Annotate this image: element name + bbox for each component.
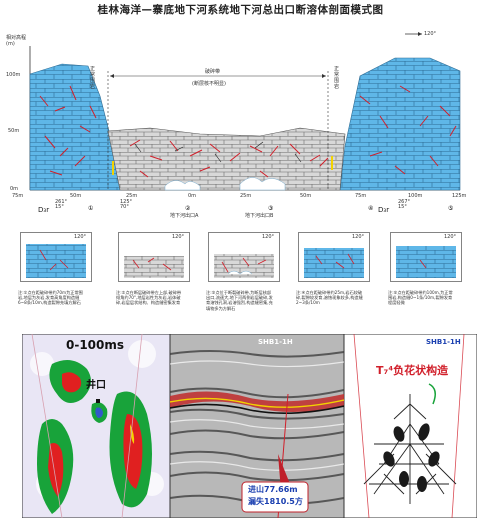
stratum-right: D₃r xyxy=(378,206,390,214)
river-outlet-b xyxy=(239,177,286,191)
marker-left xyxy=(112,161,114,175)
seismic-section-panel xyxy=(170,334,344,518)
main-cross-section xyxy=(29,32,461,191)
y-tick-0: 0m xyxy=(10,186,19,192)
circle-2: ② xyxy=(185,205,191,212)
x-tick: 100m xyxy=(408,193,423,199)
attribute-map-panel xyxy=(22,334,170,518)
x-tick: 25m xyxy=(126,193,138,199)
annotation-line2: 漏失1810.5方 xyxy=(248,497,303,506)
detail-panel-3 xyxy=(208,232,280,282)
y-tick-50: 50m xyxy=(8,128,20,134)
circle-5: ⑤ xyxy=(448,205,454,212)
detail-panel-1 xyxy=(20,232,92,282)
y-axis-title: 相对高程 (m) xyxy=(6,35,27,47)
right-rock-block xyxy=(339,57,461,191)
panel-3-angle: 120° xyxy=(262,234,275,240)
y-tick-100: 100m xyxy=(6,72,21,78)
panel-3-note: 注:③点位于断裂破碎带,为断层核部出口,流速大,地下河两侧岩层破碎,发育溶蚀孔洞… xyxy=(206,290,273,311)
x-tick: 50m xyxy=(70,193,82,199)
anomaly-blobs xyxy=(37,360,152,514)
direction-label: 120° xyxy=(424,31,437,37)
dip-left: 261° 15° xyxy=(55,199,68,210)
center-label: 破碎带 xyxy=(205,69,221,75)
dip-mid: 125° 70° xyxy=(120,199,133,210)
fracture-zone xyxy=(107,127,346,191)
small-panels-row: 120° 注:①点在距破碎带约70m为正常围岩,地层为灰岩,发育高角度构造缝6~… xyxy=(0,232,481,332)
outlet-b-label: 地下河出口B xyxy=(245,213,274,219)
panel-1-angle: 120° xyxy=(74,234,87,240)
well-label: 井口 xyxy=(86,380,106,391)
panel-2-note: 注:②点在断层破碎带左上部,破碎带倾角约70°,地层岩性为灰岩,岩体破碎,岩层层… xyxy=(116,290,182,306)
horizon-yellow xyxy=(170,397,344,408)
panel-4-angle: 120° xyxy=(352,234,365,240)
flower-structure-panel xyxy=(344,334,477,518)
x-tick: 125m xyxy=(452,193,467,199)
detail-panel-5 xyxy=(390,232,462,282)
karst-caves xyxy=(383,423,440,492)
page-title: 桂林海洋—寨底地下河系统地下河总出口断溶体剖面模式图 xyxy=(97,4,384,16)
x-tick: 0m xyxy=(188,193,197,199)
right-rock-label: 正常围岩 xyxy=(334,66,340,90)
x-tick: 50m xyxy=(300,193,312,199)
well-marker xyxy=(96,399,100,403)
fractures xyxy=(39,85,457,178)
center-sublabel: (断层核不明显) xyxy=(192,81,226,87)
fracture-network xyxy=(363,394,457,504)
marker-right xyxy=(331,156,333,170)
circle-3: ③ xyxy=(268,205,274,212)
circle-1: ① xyxy=(88,205,94,212)
panel-5-note: 注:⑤点在距破碎带约100m,为正常围岩,构造缝0~1条/10m,裂隙发育程度轻… xyxy=(388,290,453,306)
outlet-a-label: 地下河出口A xyxy=(170,213,199,219)
stratum-left: D₃r xyxy=(38,206,50,214)
seismic-line-label: SHB1-1H xyxy=(258,338,293,346)
flower-line-label: SHB1-1H xyxy=(426,338,461,346)
river-outlet-a xyxy=(164,180,201,191)
structure-label: T₇⁴负花状构造 xyxy=(376,364,449,377)
panel-5-angle: 120° xyxy=(444,234,457,240)
x-tick: 75m xyxy=(355,193,367,199)
detail-panel-4 xyxy=(298,232,370,282)
dip-right: 267° 15° xyxy=(398,199,411,210)
panel-4-note: 注:④点在距破碎带约25m,岩石较破碎,裂隙较发育,溶蚀现象较多,构造缝2~3条… xyxy=(296,290,363,306)
panel-2-angle: 120° xyxy=(172,234,185,240)
x-tick: 25m xyxy=(240,193,252,199)
left-rock-label: 正常围岩 xyxy=(90,66,96,90)
annotation-line1: 进山77.66m xyxy=(248,485,298,494)
x-tick: 75m xyxy=(12,193,24,199)
callout-box xyxy=(241,481,309,513)
time-window-label: 0-100ms xyxy=(66,338,125,352)
detail-panel-2 xyxy=(118,232,190,282)
panel-1-note: 注:①点在距破碎带约70m为正常围岩,地层为灰岩,发育高角度构造缝6~8条/10… xyxy=(18,290,83,306)
circle-4: ④ xyxy=(368,205,374,212)
